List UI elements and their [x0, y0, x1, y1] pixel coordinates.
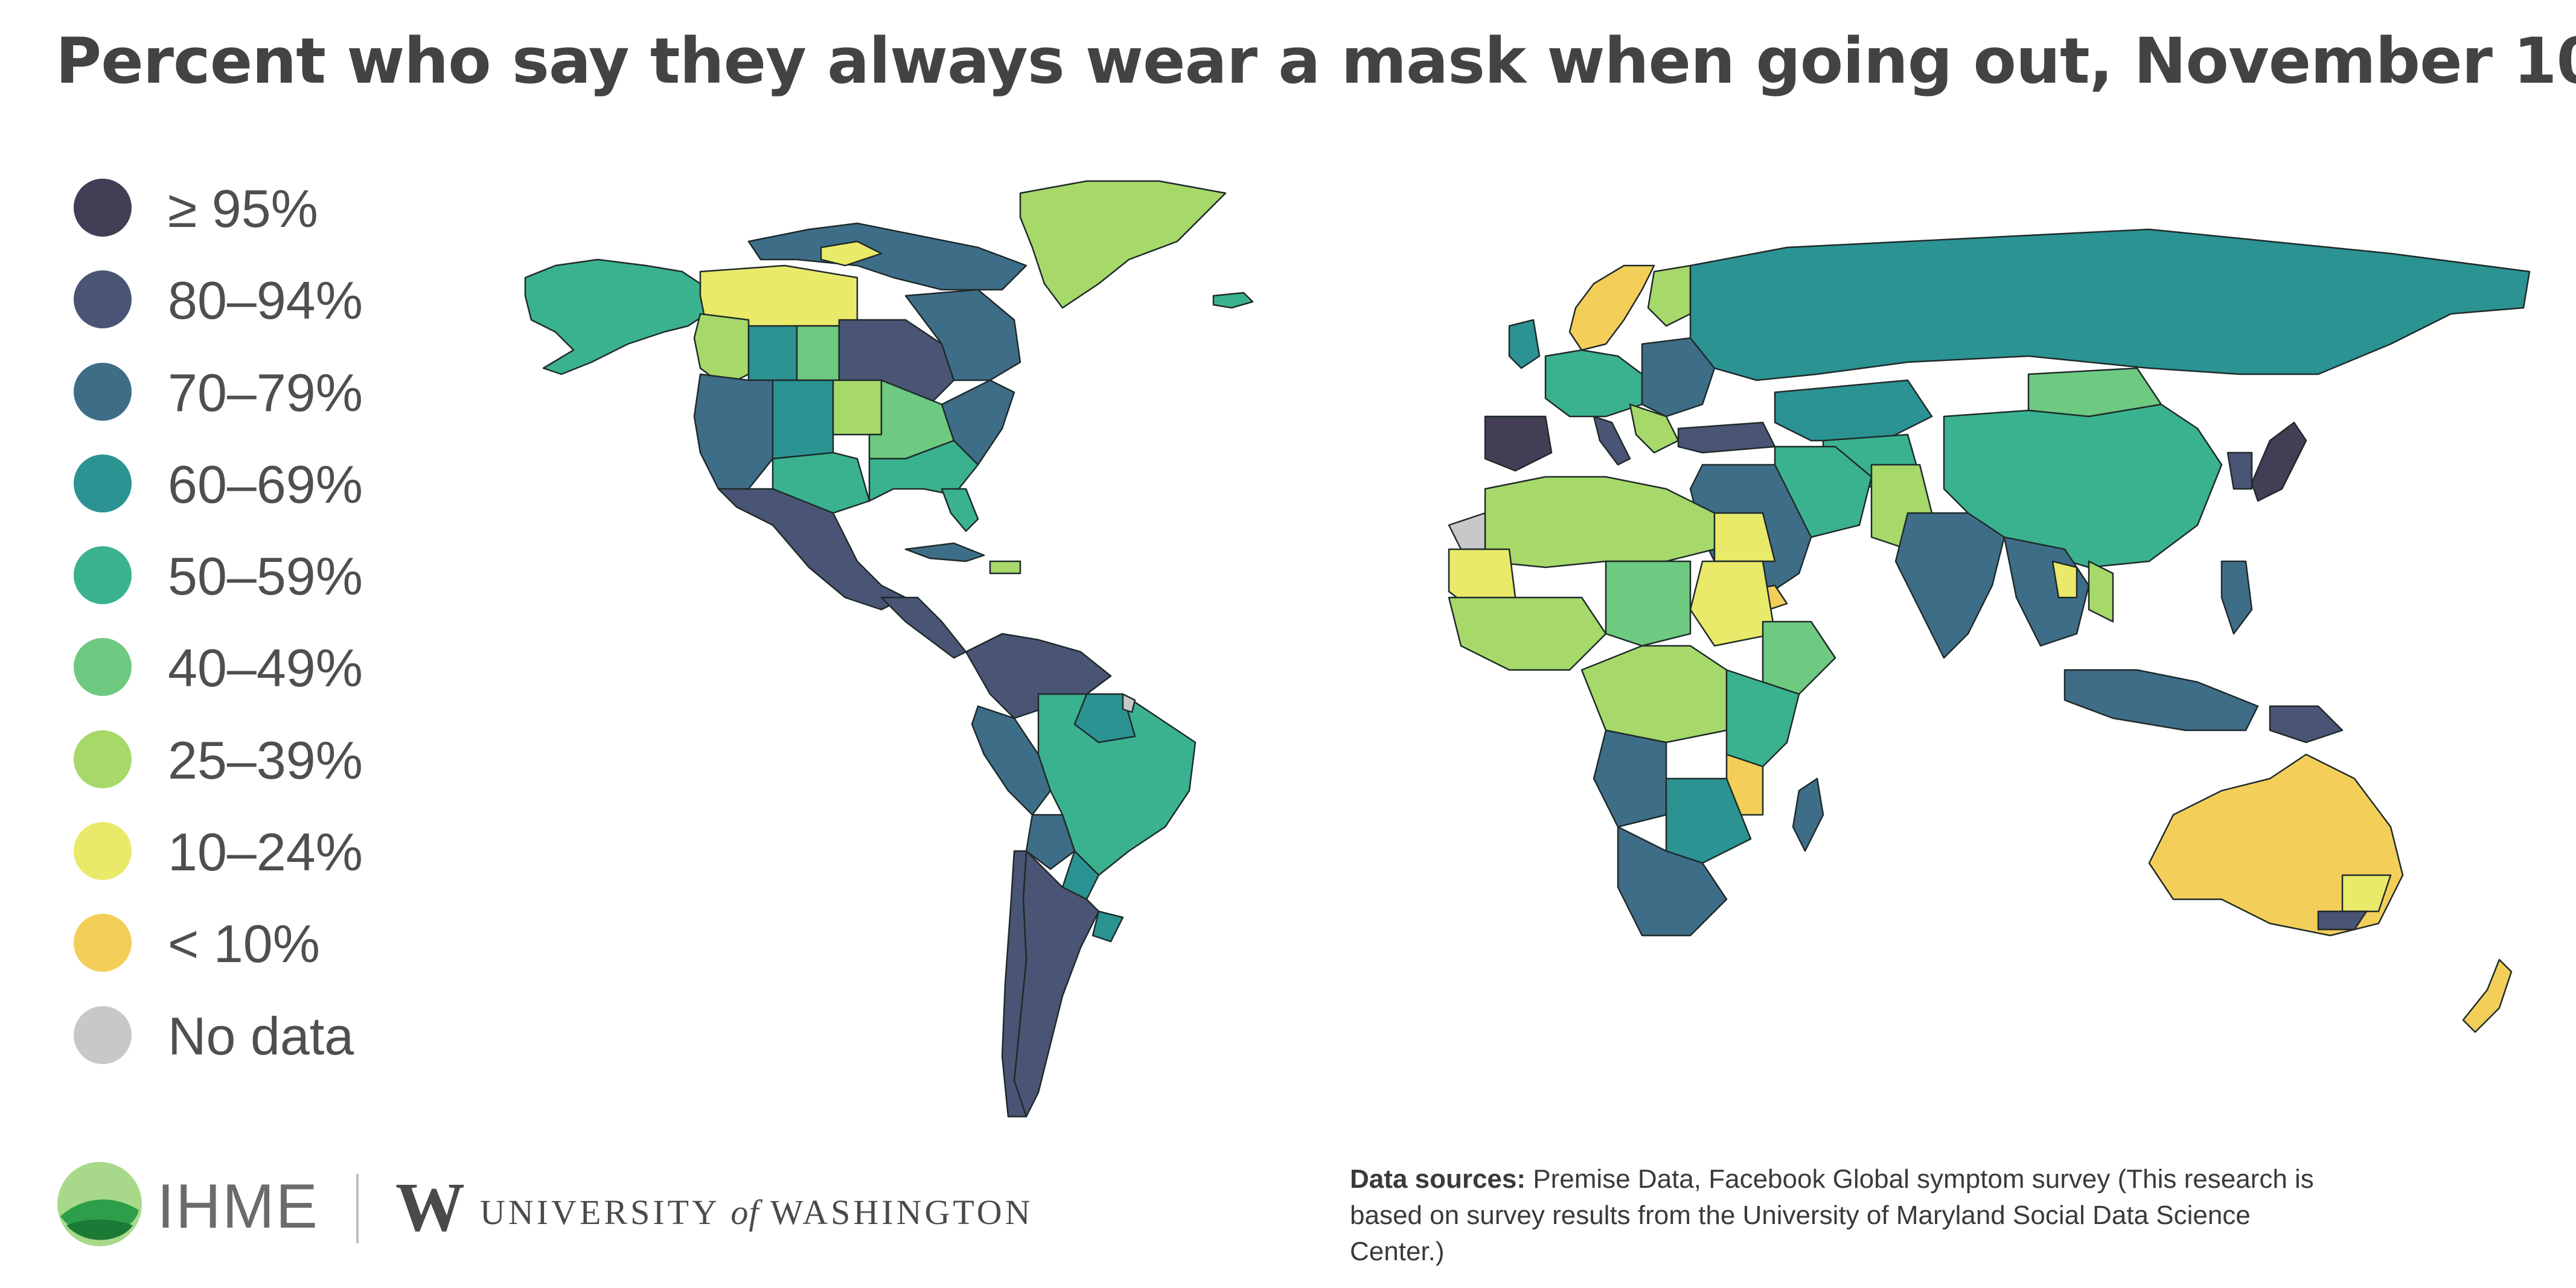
region-southern-africa-mid: [1665, 777, 1752, 864]
legend-swatch: [74, 270, 132, 329]
uw-name-part2: WASHINGTON: [759, 1193, 1034, 1232]
region-usa-west: [693, 373, 774, 490]
region-canada-prairies-b: [796, 325, 840, 381]
region-bolivia: [1025, 814, 1076, 870]
region-indonesia: [2063, 669, 2259, 732]
region-finland: [1647, 264, 1692, 327]
region-balkans: [1629, 403, 1680, 454]
region-north-africa: [1484, 476, 1716, 569]
uw-name-of: of: [730, 1193, 759, 1232]
uw-name-part1: UNIVERSITY: [480, 1193, 731, 1232]
region-western-europe: [1544, 349, 1643, 418]
region-italy: [1593, 415, 1631, 466]
legend-label: ≥ 95%: [168, 179, 318, 238]
region-alaska: [524, 258, 708, 375]
legend-swatch: [74, 730, 132, 788]
region-scandinavia: [1568, 264, 1655, 351]
ihme-logo-icon: [57, 1162, 142, 1246]
legend-label: 70–79%: [168, 362, 363, 422]
region-guyana: [1122, 693, 1136, 713]
region-canada-islands: [820, 240, 883, 267]
region-philippines: [2220, 560, 2253, 635]
region-ethiopia: [1762, 620, 1836, 695]
map-title: Percent who say they always wear a mask …: [56, 24, 2576, 98]
legend-swatch: [74, 546, 132, 605]
legend-swatch: [74, 1006, 132, 1064]
region-central-africa: [1580, 645, 1728, 744]
region-india: [1894, 512, 2006, 659]
region-australia-nsw: [2341, 874, 2392, 913]
data-sources-note: Data sources: Premise Data, Facebook Glo…: [1350, 1161, 2328, 1270]
legend-label: 60–69%: [168, 454, 363, 514]
uw-logo-icon: W: [395, 1169, 465, 1246]
region-australia-vic: [2317, 910, 2368, 931]
region-new-zealand: [2462, 958, 2513, 1033]
footer-divider: [356, 1174, 359, 1243]
region-australia: [2148, 753, 2404, 937]
region-south-africa: [1617, 826, 1728, 937]
region-korea: [2226, 451, 2253, 490]
region-usa-plains: [832, 379, 883, 436]
uw-wordmark: UNIVERSITY of WASHINGTON: [480, 1192, 1034, 1232]
sources-text: Premise Data, Facebook Global symptom su…: [1350, 1164, 2314, 1266]
legend-label: 10–24%: [168, 822, 363, 882]
region-sudan: [1689, 560, 1776, 647]
legend-label: 25–39%: [168, 730, 363, 790]
region-iceland: [1212, 292, 1254, 309]
sources-label: Data sources:: [1350, 1164, 1526, 1194]
legend-swatch: [74, 822, 132, 881]
region-western-sahara: [1448, 512, 1486, 550]
region-angola: [1593, 729, 1667, 828]
region-west-africa: [1448, 596, 1607, 671]
legend-swatch: [74, 362, 132, 421]
ihme-wordmark: IHME: [157, 1172, 319, 1242]
region-kazakhstan: [1774, 379, 1933, 442]
region-mexico: [717, 488, 907, 611]
region-uk: [1508, 319, 1541, 369]
legend-swatch: [74, 179, 132, 237]
legend-swatch: [74, 914, 132, 972]
legend-label: No data: [168, 1006, 354, 1066]
region-egypt: [1713, 512, 1776, 563]
region-chile: [1001, 850, 1028, 1118]
region-japan: [2251, 421, 2307, 502]
region-usa-florida: [941, 488, 979, 532]
region-canada-arctic: [747, 222, 1028, 291]
world-choropleth-map: [524, 180, 2531, 1118]
region-thailand: [2051, 560, 2078, 599]
region-cuba: [904, 542, 985, 563]
legend-label: < 10%: [168, 914, 320, 974]
region-iberia: [1484, 415, 1553, 472]
region-usa-mountain: [772, 379, 834, 460]
region-uruguay: [1091, 910, 1124, 943]
region-hispaniola: [989, 560, 1021, 575]
legend-label: 40–49%: [168, 638, 363, 698]
legend-swatch: [74, 638, 132, 697]
region-chad-niger: [1605, 560, 1692, 647]
region-papua: [2269, 705, 2344, 744]
region-central-america: [880, 596, 967, 659]
region-canada-quebec: [904, 289, 1021, 381]
legend-swatch: [74, 454, 132, 512]
region-canada-prairies-a: [747, 325, 798, 381]
legend-label: 50–59%: [168, 546, 363, 607]
legend-label: 80–94%: [168, 270, 363, 331]
region-madagascar: [1792, 777, 1824, 852]
region-brazil-north: [1073, 693, 1136, 744]
region-vietnam: [2088, 560, 2114, 623]
region-turkey: [1677, 421, 1776, 454]
region-russia: [1689, 228, 2531, 381]
region-greenland: [1019, 180, 1227, 309]
